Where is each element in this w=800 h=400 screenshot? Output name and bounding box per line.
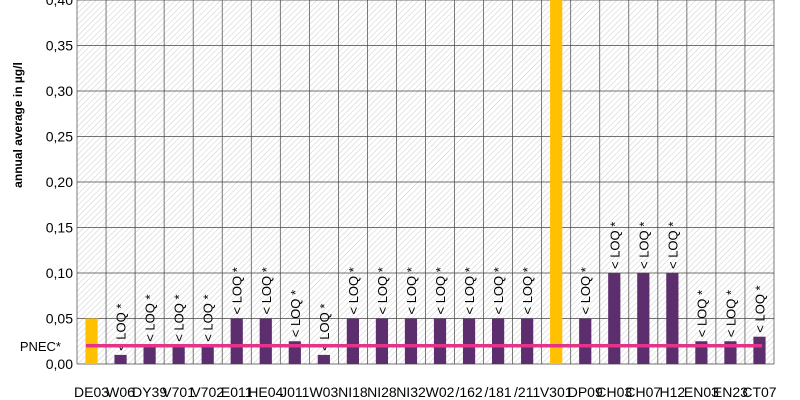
- x-tick-label: DE03: [74, 384, 109, 400]
- x-tick-label: NI18: [338, 384, 368, 400]
- bar-211: [521, 318, 534, 364]
- bar-label: < LOQ *: [578, 267, 593, 314]
- bar-label: < LOQ *: [607, 222, 622, 269]
- bar-w02: [433, 318, 447, 364]
- x-tick-label: /211: [514, 384, 540, 400]
- bar-h12: [666, 273, 679, 364]
- bar-label: < LOQ *: [433, 267, 448, 314]
- x-tick-label: E011: [221, 384, 253, 400]
- bar-label: < LOQ *: [201, 294, 216, 341]
- bar-ct07: [753, 336, 766, 364]
- bar-label: < LOQ *: [404, 267, 419, 314]
- bar-w03: [317, 354, 330, 364]
- x-tick-label: EN23: [713, 384, 748, 400]
- bar-ni18: [346, 318, 359, 364]
- bar-ni28: [375, 318, 389, 364]
- grid: [76, 0, 775, 365]
- y-tick-label: 0,10: [46, 265, 73, 281]
- x-tick-label: EN03: [684, 384, 719, 400]
- y-tick-label: 0,25: [46, 129, 73, 145]
- bar-label: < LOQ *: [172, 294, 187, 341]
- x-tick-label: DY39: [132, 384, 167, 400]
- reference-line-group: PNEC*: [20, 339, 762, 354]
- bar-de03: [85, 318, 98, 364]
- x-tick-label: /181: [484, 384, 511, 400]
- y-tick-label: 0,00: [46, 356, 73, 372]
- x-tick-label: V702: [191, 384, 224, 400]
- y-ticks: 0,00 0,05 0,10 0,15 0,20 0,25 0,30 0,35 0,40: [46, 0, 73, 372]
- bar-label: < LOQ *: [288, 290, 303, 337]
- bar-ch03: [608, 273, 621, 364]
- bar-162: [462, 318, 476, 364]
- bar-181: [492, 318, 505, 364]
- bar-v701: [172, 345, 185, 364]
- bar-label: < LOQ *: [694, 290, 709, 337]
- bar-label: < LOQ *: [636, 222, 651, 269]
- bar-v702: [201, 345, 214, 364]
- x-tick-label: J011: [280, 384, 310, 400]
- bar-ni32: [404, 318, 418, 364]
- pnec-label: PNEC*: [20, 339, 61, 354]
- x-tick-label: H12: [660, 384, 686, 400]
- y-axis-label: annual average in µg/l: [11, 62, 25, 188]
- x-tick-label: DP09: [568, 384, 603, 400]
- y-tick-label: 0,15: [46, 220, 73, 236]
- bar-labels: < LOQ * < LOQ * < LOQ * < LOQ * < LOQ * < LOQ…: [114, 222, 768, 351]
- bar-v301: [550, 0, 563, 364]
- bar-label: < LOQ *: [230, 267, 245, 314]
- bar-label: < LOQ *: [491, 267, 506, 314]
- y-tick-label: 0,40: [46, 0, 73, 8]
- bar-label: < LOQ *: [462, 267, 477, 314]
- bar-label: < LOQ *: [259, 267, 274, 314]
- bar-w06: [114, 354, 127, 364]
- bar-label: < LOQ *: [143, 294, 158, 341]
- bar-label: < LOQ *: [752, 285, 767, 332]
- bar-ch07: [637, 273, 650, 364]
- x-tick-label: W03: [309, 384, 338, 400]
- x-tick-label: W02: [426, 384, 455, 400]
- bar-label: < LOQ *: [665, 222, 680, 269]
- bar-he04: [259, 318, 272, 364]
- y-tick-label: 0,35: [46, 38, 73, 54]
- x-tick-label: CH03: [596, 384, 632, 400]
- bar-label: < LOQ *: [346, 267, 361, 314]
- x-tick-label: W06: [106, 384, 135, 400]
- bar-label: < LOQ *: [317, 304, 332, 351]
- y-tick-label: 0,20: [46, 174, 73, 190]
- y-tick-label: 0,30: [46, 83, 73, 99]
- x-tick-label: HE04: [248, 384, 283, 400]
- x-tick-label: CH07: [625, 384, 661, 400]
- x-tick-label: V301: [540, 384, 573, 400]
- x-tick-label: V701: [162, 384, 195, 400]
- bar-label: < LOQ *: [520, 267, 535, 314]
- x-tick-label: /162: [455, 384, 482, 400]
- bar-dy39: [143, 345, 156, 364]
- bar-label: < LOQ *: [114, 304, 129, 351]
- bar-e011: [230, 318, 243, 364]
- bar-label: < LOQ *: [375, 267, 390, 314]
- x-tick-label: NI28: [367, 384, 397, 400]
- x-tick-label: CT07: [742, 384, 776, 400]
- x-tick-label: NI32: [396, 384, 426, 400]
- bar-label: < LOQ *: [723, 290, 738, 337]
- y-tick-label: 0,05: [46, 311, 73, 327]
- bar-dp09: [579, 318, 592, 364]
